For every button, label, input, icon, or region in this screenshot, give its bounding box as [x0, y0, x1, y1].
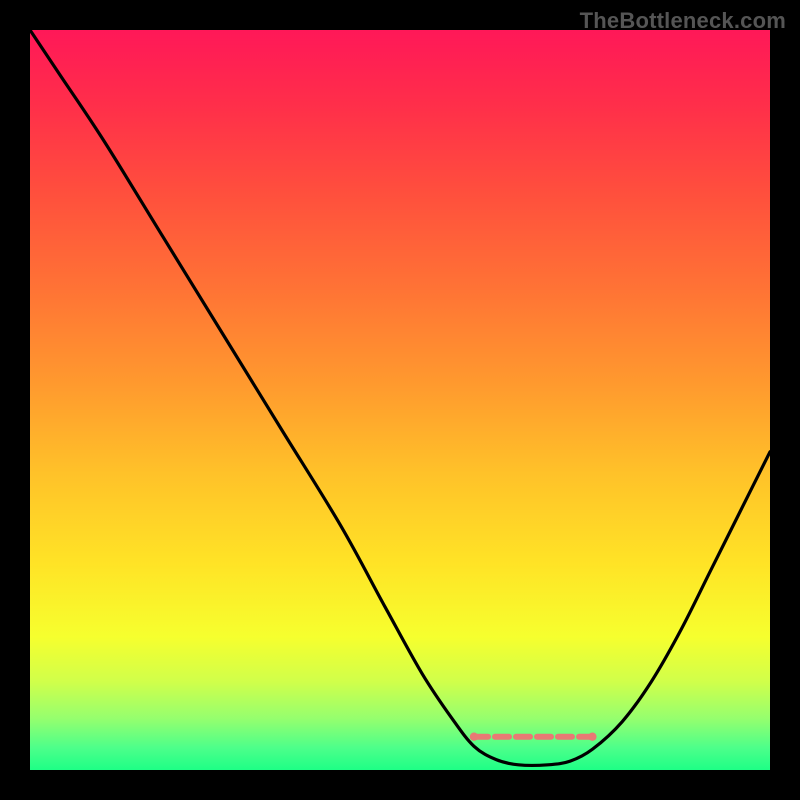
bottleneck-curve — [30, 30, 770, 765]
optimal-range-right-cap — [588, 733, 596, 741]
curve-layer — [30, 30, 770, 770]
attribution-text: TheBottleneck.com — [580, 8, 786, 34]
bottleneck-chart: TheBottleneck.com — [0, 0, 800, 800]
optimal-range-left-cap — [470, 733, 478, 741]
plot-area — [30, 30, 770, 770]
